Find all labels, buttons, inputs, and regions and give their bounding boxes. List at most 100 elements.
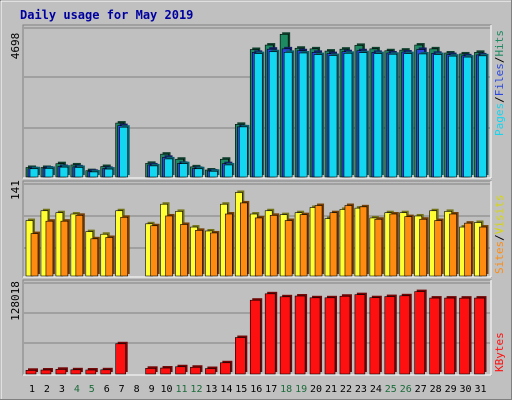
bar-sites	[434, 220, 442, 277]
bar-sites	[165, 215, 173, 277]
x-tick-label: 12	[190, 384, 202, 395]
bar-pages	[239, 126, 248, 178]
x-tick-label: 25	[385, 384, 397, 395]
x-tick-label: 1	[29, 384, 35, 395]
bar-sites	[210, 232, 218, 277]
x-tick-label: 28	[430, 384, 442, 395]
bar-sites	[195, 230, 203, 277]
bar-kbytes	[145, 368, 156, 375]
bar-kbytes	[369, 297, 381, 375]
bar-sites	[120, 216, 128, 277]
bar-kbytes	[175, 366, 186, 375]
x-tick-label: 9	[149, 384, 155, 395]
bar-sites	[180, 224, 188, 277]
bar-kbytes	[279, 296, 291, 375]
legend-visits: Visits	[493, 195, 506, 235]
bar-pages	[224, 164, 233, 178]
legend-sites: Sites	[493, 241, 506, 274]
bar-pages	[104, 168, 114, 178]
bar-sites	[60, 220, 69, 277]
bar-kbytes	[40, 369, 52, 375]
bar-kbytes	[324, 297, 336, 375]
bar-pages	[44, 168, 54, 178]
legend-sep-2: /	[493, 57, 506, 64]
legend-sep-1: /	[493, 96, 506, 103]
bar-sites	[374, 218, 383, 277]
bar-kbytes	[474, 297, 485, 375]
x-tick-label: 20	[310, 384, 322, 395]
x-tick-label: 30	[460, 384, 472, 395]
bar-kbytes	[414, 291, 426, 375]
bar-pages	[403, 53, 413, 178]
bar-pages	[418, 53, 428, 178]
bar-sites	[359, 206, 368, 277]
bar-pages	[179, 163, 188, 178]
svg-text:Sites/Visits: Sites/Visits	[493, 195, 506, 275]
bar-sites	[464, 222, 472, 277]
bar-pages	[119, 126, 128, 178]
bar-pages	[253, 53, 263, 178]
bar-kbytes	[309, 297, 321, 375]
bar-sites	[389, 213, 398, 277]
bar-pages	[313, 54, 323, 178]
x-tick-label: 29	[445, 384, 457, 395]
bar-sites	[479, 226, 487, 277]
bar-sites	[90, 238, 99, 277]
svg-text:Pages/Files/Hits: Pages/Files/Hits	[493, 30, 506, 136]
bar-sites	[404, 216, 413, 277]
bar-sites	[254, 217, 263, 277]
x-tick-label: 4	[74, 384, 80, 395]
bar-kbytes	[294, 295, 306, 375]
x-tick-label: 24	[370, 384, 382, 395]
bar-pages	[343, 53, 353, 178]
bar-kbytes	[339, 295, 351, 375]
bar-kbytes	[25, 370, 37, 375]
bar-pages	[74, 167, 84, 178]
bar-sites	[299, 214, 308, 277]
bar-kbytes	[235, 337, 246, 375]
bar-sites	[449, 213, 457, 277]
bar-sites	[419, 218, 428, 277]
x-tick-label: 11	[175, 384, 187, 395]
bar-pages	[209, 170, 218, 178]
bar-pages	[388, 53, 398, 178]
bar-sites	[105, 237, 114, 277]
bar-sites	[269, 215, 278, 277]
x-tick-label: 18	[280, 384, 292, 395]
bar-pages	[328, 55, 338, 178]
bar-kbytes	[249, 299, 261, 375]
bar-kbytes	[70, 369, 82, 375]
bar-kbytes	[399, 295, 411, 375]
bar-kbytes	[220, 362, 231, 375]
bar-kbytes	[429, 297, 440, 375]
x-tick-label: 22	[340, 384, 352, 395]
top-ymax-label: 4698	[9, 33, 22, 60]
bar-pages	[194, 168, 203, 178]
bar-sites	[240, 202, 248, 277]
bar-kbytes	[85, 369, 97, 375]
bar-pages	[433, 54, 442, 178]
bar-pages	[283, 52, 293, 178]
bar-sites	[75, 215, 84, 277]
x-tick-label: 17	[265, 384, 277, 395]
x-tick-label: 7	[119, 384, 125, 395]
bottom-ymax-label: 128018	[9, 281, 22, 321]
bar-kbytes	[190, 366, 201, 375]
bar-pages	[29, 168, 39, 178]
bar-sites	[284, 220, 293, 277]
chart-title: Daily usage for May 2019	[20, 8, 193, 22]
bar-pages	[463, 56, 472, 178]
bar-pages	[89, 171, 99, 178]
legend-pages: Pages	[493, 103, 506, 136]
bar-kbytes	[100, 369, 112, 375]
x-tick-label: 15	[235, 384, 247, 395]
bar-sites	[150, 225, 158, 277]
bar-kbytes	[444, 297, 455, 375]
x-tick-label: 13	[205, 384, 217, 395]
legend-hits: Hits	[493, 30, 506, 57]
x-tick-label: 8	[134, 384, 140, 395]
bar-pages	[448, 55, 457, 178]
bar-kbytes	[115, 343, 126, 375]
bar-pages	[149, 165, 158, 178]
bar-kbytes	[264, 293, 276, 375]
